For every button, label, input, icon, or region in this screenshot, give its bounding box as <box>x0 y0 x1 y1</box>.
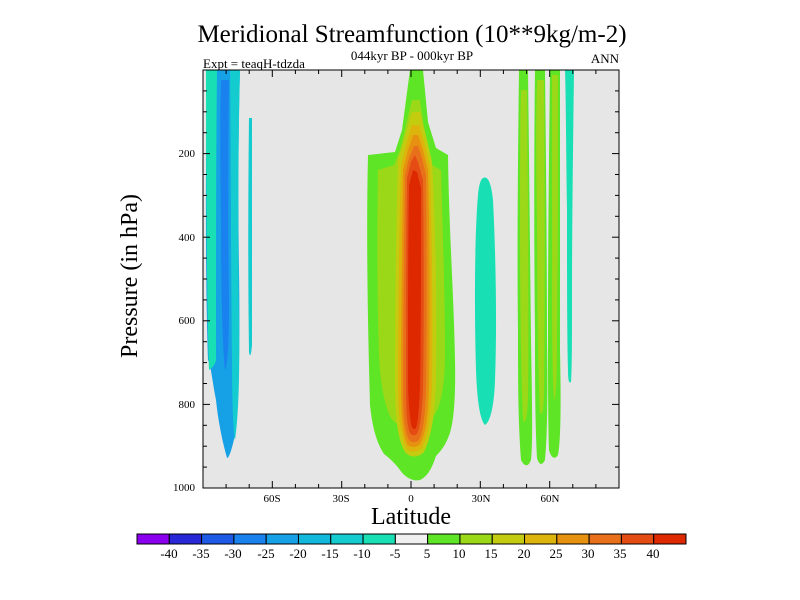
colorbar-box <box>556 533 590 545</box>
colorbar-box <box>653 533 687 545</box>
experiment-label: Expt = teaqH-tdzda <box>203 56 305 71</box>
colorbar-box <box>620 533 655 545</box>
colorbar-box <box>588 533 622 545</box>
colorbar-label-m35: -35 <box>192 546 209 561</box>
x-tick-labels: 60S 30S 0 30N 60N <box>263 493 559 505</box>
colorbar-label-m40: -40 <box>160 546 177 561</box>
x-tick-label-30n: 30N <box>472 493 491 505</box>
colorbar-label-10: 10 <box>453 546 466 561</box>
colorbar-box <box>330 533 364 545</box>
sh-negative-cell-core <box>220 80 229 370</box>
colorbar-label-40: 40 <box>647 546 660 561</box>
colorbar-box <box>459 533 493 545</box>
x-tick-label-60n: 60N <box>541 493 560 505</box>
nh-subtropical-negative-cell <box>474 177 497 425</box>
colorbar-label-m15: -15 <box>321 546 338 561</box>
colorbar <box>136 533 687 545</box>
sh-isolated-strip <box>248 118 252 356</box>
y-tick-label-800: 800 <box>179 399 196 411</box>
colorbar-box <box>233 533 267 545</box>
x-tick-label-60s: 60S <box>263 493 280 505</box>
chart-subtitle: 044kyr BP - 000kyr BP <box>351 48 473 63</box>
colorbar-box <box>297 533 332 545</box>
y-tick-label-400: 400 <box>179 232 196 244</box>
chart-title: Meridional Streamfunction (10**9kg/m-2) <box>197 21 626 48</box>
colorbar-box <box>168 533 203 545</box>
y-tick-label-600: 600 <box>179 315 196 327</box>
colorbar-box <box>524 533 558 545</box>
y-tick-label-200: 200 <box>179 148 196 160</box>
colorbar-labels: -40 -35 -30 -25 -20 -15 -10 -5 5 10 15 2… <box>160 546 659 561</box>
sh-teal-band-east <box>230 70 240 440</box>
colorbar-label-m5: -5 <box>390 546 401 561</box>
tick-marks <box>202 69 620 489</box>
y-axis-title: Pressure (in hPa) <box>117 194 143 358</box>
colorbar-label-35: 35 <box>614 546 627 561</box>
y-tick-labels: 200 400 600 800 1000 <box>173 148 196 494</box>
colorbar-label-m10: -10 <box>353 546 370 561</box>
nh-teal-strip <box>565 70 574 383</box>
nh-band-yellowgreen-3 <box>552 75 558 400</box>
colorbar-label-15: 15 <box>485 546 498 561</box>
colorbar-label-m30: -30 <box>224 546 241 561</box>
colorbar-box <box>427 533 461 545</box>
colorbar-label-20: 20 <box>518 546 531 561</box>
season-label: ANN <box>591 51 620 66</box>
y-tick-label-1000: 1000 <box>173 482 196 494</box>
nh-band-yellowgreen-1 <box>520 90 529 422</box>
colorbar-box <box>136 533 170 545</box>
colorbar-label-m20: -20 <box>289 546 306 561</box>
colorbar-box <box>491 533 526 545</box>
colorbar-box <box>394 533 429 545</box>
sh-teal-band-west <box>206 70 217 370</box>
nh-band-yellowgreen-2 <box>536 80 545 414</box>
x-axis-title: Latitude <box>371 504 451 530</box>
colorbar-label-25: 25 <box>550 546 563 561</box>
tropical-core-red <box>408 170 421 429</box>
colorbar-label-5: 5 <box>424 546 431 561</box>
colorbar-label-m25: -25 <box>257 546 274 561</box>
x-tick-label-0: 0 <box>408 493 414 505</box>
colorbar-box <box>265 533 299 545</box>
colorbar-box <box>201 533 235 545</box>
colorbar-box <box>362 533 396 545</box>
contour-fills <box>205 70 574 481</box>
x-tick-label-30s: 30S <box>332 493 349 505</box>
colorbar-label-30: 30 <box>582 546 595 561</box>
